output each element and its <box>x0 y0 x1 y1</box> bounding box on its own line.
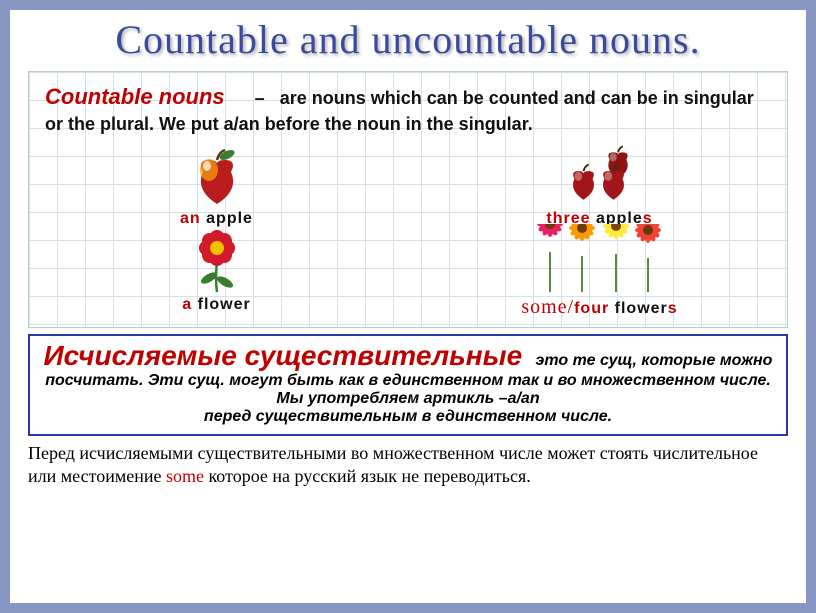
examples-grid: an apple <box>45 142 771 319</box>
label-four-flowers: some/four flowers <box>521 296 677 319</box>
dash: – <box>255 88 265 108</box>
flower-icon <box>181 228 253 294</box>
apple-icon <box>187 142 247 208</box>
page-title: Countable and uncountable nouns. <box>10 10 806 67</box>
definition-ru-box: Исчисляемые существительные это те сущ, … <box>28 334 788 436</box>
heading-ru: Исчисляемые существительные <box>44 340 523 371</box>
label-a-flower: a flower <box>182 296 250 314</box>
grid-panel: Countable nouns – are nouns which can be… <box>28 71 788 328</box>
flowers-icon <box>530 228 670 294</box>
slide: Countable and uncountable nouns. Countab… <box>10 10 806 603</box>
heading-countable: Countable nouns <box>45 84 225 109</box>
footer-note: Перед исчисляемыми существительными во м… <box>28 442 788 489</box>
apples-icon <box>558 142 642 208</box>
definition-en: Countable nouns – are nouns which can be… <box>45 82 771 136</box>
example-a-flower: a flower <box>85 228 348 319</box>
example-an-apple: an apple <box>85 142 348 228</box>
example-three-apples: three apples <box>468 142 731 228</box>
example-four-flowers: some/four flowers <box>468 228 731 319</box>
